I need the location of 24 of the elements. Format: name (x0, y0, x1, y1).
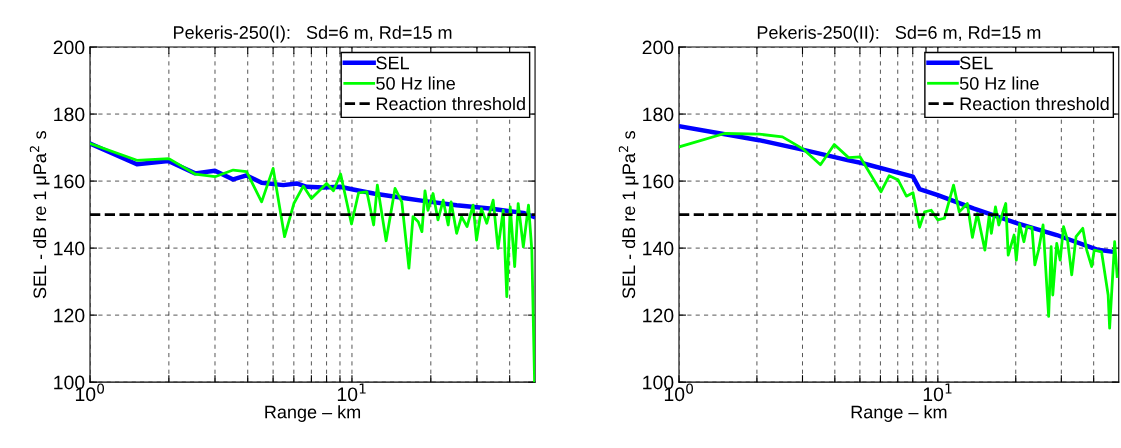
legend-label: SEL (960, 56, 993, 70)
x-axis-title: Range – km (265, 405, 361, 422)
y-tick-label: 120 (643, 308, 674, 323)
y-axis-title: SEL - dB re 1 μPa$^{2}$ s (29, 131, 50, 299)
chart-title: Pekeris-250(II): Sd=6 m, Rd=15 m (757, 25, 1041, 43)
x-axis-title: Range – km (851, 405, 947, 422)
y-tick-label: 160 (643, 174, 674, 189)
y-tick-label: 180 (54, 107, 85, 122)
legend-label: Reaction threshold (376, 96, 525, 111)
y-tick-label: 200 (53, 40, 85, 55)
y-tick-label: 120 (54, 308, 85, 323)
legend-label: 50 Hz line (376, 76, 455, 90)
chart-title: Pekeris-250(I): Sd=6 m, Rd=15 m (174, 25, 452, 43)
x-tick-label: 10$^{1}$ (337, 383, 366, 402)
legend-label: Reaction threshold (960, 96, 1109, 111)
legend-label: SEL (376, 56, 410, 70)
y-tick-label: 180 (643, 107, 674, 122)
y-tick-label: 200 (642, 40, 674, 55)
y-tick-label: 140 (54, 241, 85, 256)
legend-label: 50 Hz line (959, 76, 1039, 90)
y-tick-label: 160 (54, 174, 85, 189)
x-tick-label: 10$^{1}$ (923, 383, 952, 402)
y-axis-title: SEL - dB re 1 μPa$^{2}$ s (618, 131, 639, 299)
y-tick-label: 140 (643, 241, 674, 256)
